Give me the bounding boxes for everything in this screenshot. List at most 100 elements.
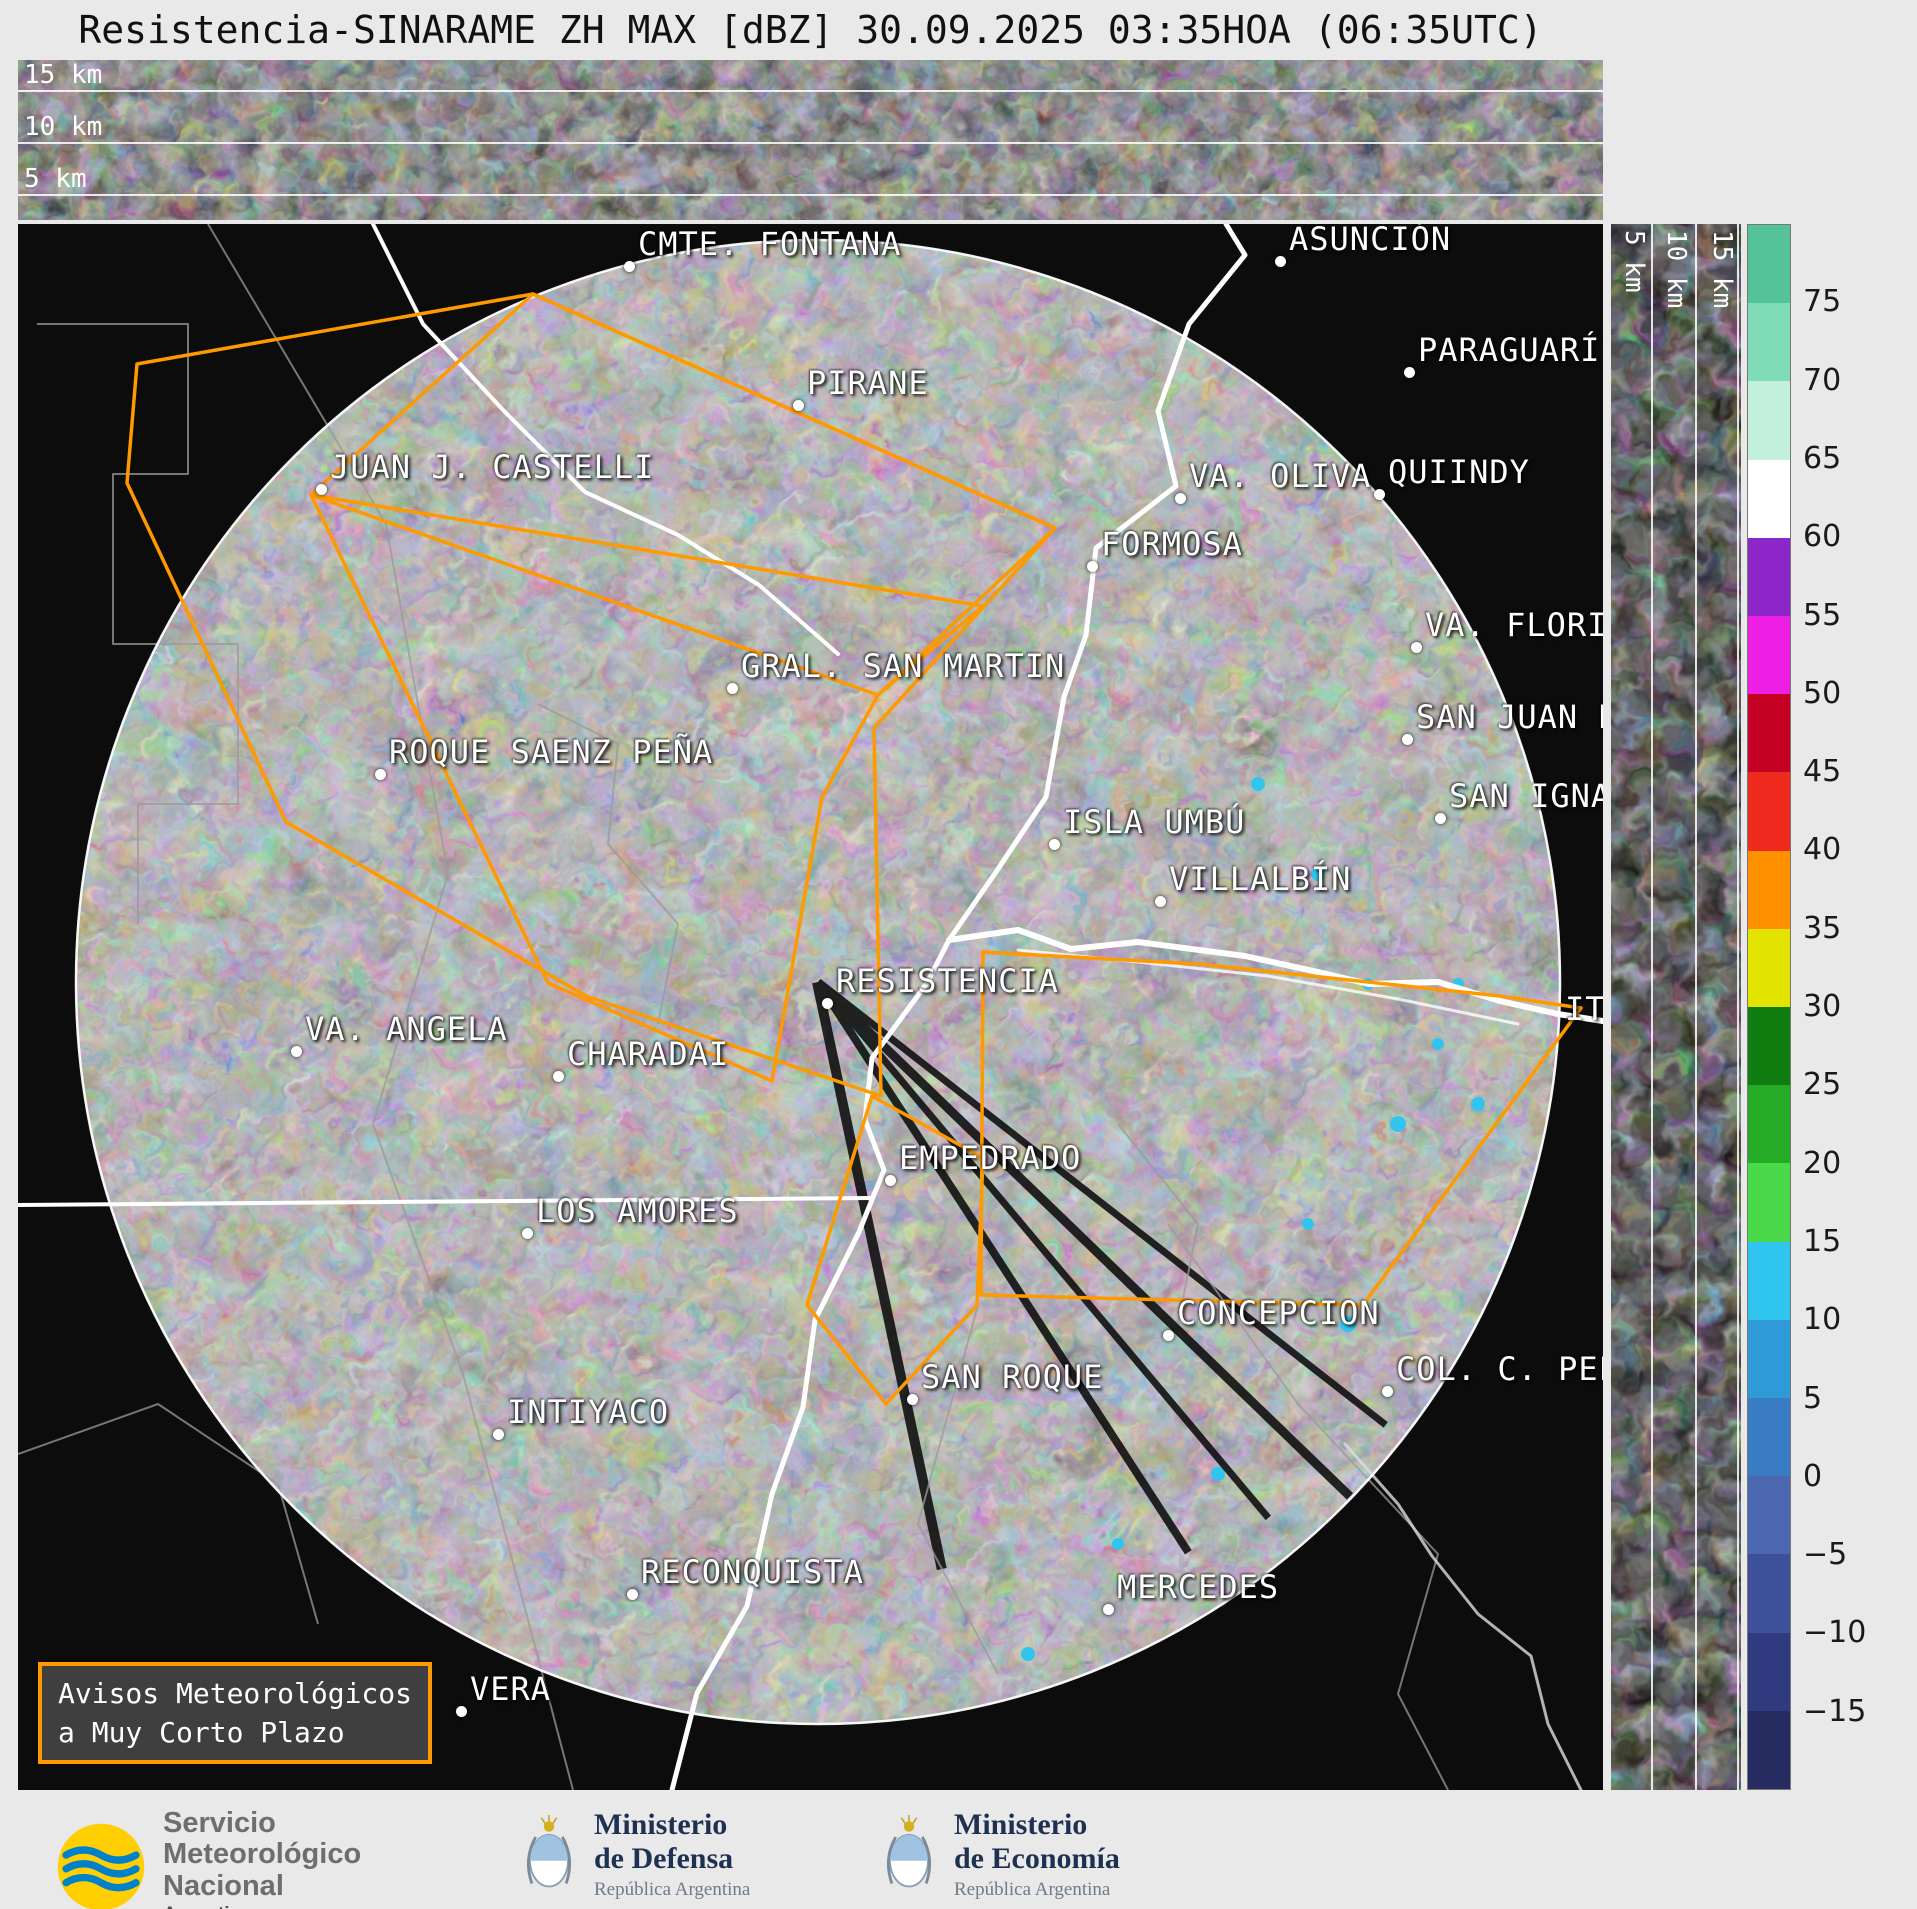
rivers — [18, 224, 1603, 1790]
city-label: PARAGUARÍ — [1418, 331, 1601, 369]
colorbar-tick: 15 — [1803, 1223, 1842, 1259]
colorbar-segment — [1748, 303, 1790, 382]
city-dot — [553, 1071, 564, 1082]
city-label: VA. OLIVA — [1189, 457, 1372, 495]
warning-box-line2: a Muy Corto Plazo — [58, 1715, 345, 1749]
city-dot — [1411, 642, 1422, 653]
city-dot — [793, 400, 804, 411]
colorbar-tick: 40 — [1803, 832, 1842, 868]
colorbar-segment — [1748, 850, 1790, 929]
warning-box-line1: Avisos Meteorológicos — [58, 1676, 413, 1710]
defensa-line2: de Defensa — [594, 1841, 734, 1875]
radar-echo-layer — [18, 224, 1603, 1790]
smn-line2: Meteorológico — [163, 1838, 362, 1871]
city-label: ASUNCIÓN — [1289, 224, 1452, 258]
city-label: CHARADAI — [567, 1035, 730, 1073]
height-label-10km-v: 10 km — [1661, 230, 1691, 309]
city-dot — [1382, 1386, 1393, 1397]
colorbar-segment — [1748, 928, 1790, 1008]
colorbar-tick: 50 — [1803, 675, 1842, 711]
ministerio-economia-block: Ministerio de Economía República Argenti… — [880, 1808, 1120, 1901]
colorbar-segment — [1748, 225, 1790, 304]
height-line-10km-v — [1695, 224, 1697, 1790]
height-line-15km-v — [1737, 224, 1739, 1790]
colorbar-tick: 75 — [1803, 284, 1842, 320]
radar-map: CMTE. FONTANA ASUNCIÓN PARAGUARÍ PIRANE JUAN… — [18, 224, 1603, 1790]
page-title: Resistencia-SINARAME ZH MAX [dBZ] 30.09.… — [78, 8, 1543, 52]
city-dot — [907, 1394, 918, 1405]
city-dot — [1175, 493, 1186, 504]
height-label-15km: 15 km — [24, 60, 103, 90]
city-label: VILLALBÍN — [1169, 860, 1352, 898]
city-dot — [1049, 839, 1060, 850]
colorbar-tick: 20 — [1803, 1145, 1842, 1181]
colorbar-tick: 0 — [1803, 1458, 1823, 1494]
city-dot — [375, 769, 386, 780]
height-line-15km — [18, 90, 1603, 92]
ministerio-economia-wordmark: Ministerio de Economía República Argenti… — [954, 1808, 1120, 1901]
city-dot — [822, 998, 833, 1009]
colorbar-segment — [1748, 1163, 1790, 1242]
colorbar-segment — [1748, 381, 1790, 460]
defensa-line1: Ministerio — [594, 1808, 728, 1841]
city-label: COL. C. PEL — [1396, 1350, 1603, 1388]
colorbar-tick: 25 — [1803, 1067, 1842, 1103]
smn-country: Argentina — [163, 1904, 361, 1909]
ministerio-defensa-block: Ministerio de Defensa República Argentin… — [520, 1808, 750, 1901]
ministerio-defensa-wordmark: Ministerio de Defensa República Argentin… — [594, 1808, 750, 1901]
colorbar-segment — [1748, 1241, 1790, 1320]
colorbar-segment — [1748, 1085, 1790, 1164]
city-label: RECONQUISTA — [641, 1553, 864, 1591]
height-label-5km-v: 5 km — [1619, 230, 1649, 293]
economia-line2: de Economía — [954, 1841, 1120, 1875]
city-dot — [1374, 489, 1385, 500]
city-dot — [1087, 561, 1098, 572]
city-label: EMPEDRADO — [899, 1139, 1082, 1177]
colorbar-tick: 45 — [1803, 753, 1842, 789]
admin-borders — [18, 224, 1449, 1790]
city-dot — [627, 1589, 638, 1600]
city-dot — [456, 1706, 467, 1717]
economia-sub: República Argentina — [954, 1879, 1111, 1901]
height-line-5km — [18, 194, 1603, 196]
beam-blockage-streaks — [812, 978, 1388, 1571]
city-label: MERCEDES — [1117, 1568, 1280, 1606]
colorbar-tick: −10 — [1803, 1615, 1867, 1651]
colorbar-tick: −5 — [1803, 1536, 1848, 1572]
colorbar-tick: −15 — [1803, 1693, 1867, 1729]
colorbar — [1747, 224, 1791, 1790]
city-label: RESISTENCIA — [836, 962, 1059, 1000]
colorbar-tick: 55 — [1803, 597, 1842, 633]
colorbar-segment — [1748, 537, 1790, 617]
colorbar-segment — [1748, 1476, 1790, 1555]
height-label-5km: 5 km — [24, 164, 87, 194]
colorbar-segment — [1748, 1319, 1790, 1399]
city-dot — [1155, 896, 1166, 907]
colorbar-segment — [1748, 1632, 1790, 1711]
colorbar-segment — [1748, 1710, 1790, 1790]
colorbar-segment — [1748, 694, 1790, 773]
colorbar-segment — [1748, 1554, 1790, 1633]
colorbar-tick: 10 — [1803, 1301, 1842, 1337]
warning-box: Avisos Meteorológicos a Muy Corto Plazo — [38, 1661, 433, 1764]
city-label: VA. ANGELA — [305, 1010, 508, 1048]
smn-wordmark: Servicio Meteorológico Nacional Argentin… — [163, 1807, 362, 1909]
city-label: SAN JUAN B — [1416, 698, 1603, 736]
footer: Servicio Meteorológico Nacional Argentin… — [0, 1798, 1917, 1909]
smn-line3: Nacional — [163, 1869, 284, 1902]
colorbar-tick: 30 — [1803, 988, 1842, 1024]
city-dot — [1163, 1330, 1174, 1341]
city-dot — [522, 1228, 533, 1239]
city-label: GRAL. SAN MARTIN — [741, 647, 1066, 685]
city-label: SAN IGNA — [1449, 777, 1603, 815]
city-dot — [1435, 813, 1446, 824]
city-dot — [1103, 1604, 1114, 1615]
defensa-sub: República Argentina — [594, 1879, 751, 1901]
city-label: VERA — [470, 1670, 552, 1708]
smn-logo-icon — [57, 1823, 145, 1909]
city-layer: CMTE. FONTANA ASUNCIÓN PARAGUARÍ PIRANE JUAN… — [18, 224, 1603, 1790]
escudo-defensa-icon — [526, 1814, 572, 1887]
colorbar-segment — [1748, 459, 1790, 538]
city-label: INTIYACO — [507, 1393, 670, 1431]
colorbar-segment — [1748, 1007, 1790, 1086]
